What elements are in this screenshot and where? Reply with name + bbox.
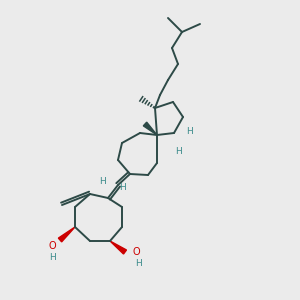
Text: O: O: [132, 247, 140, 257]
Text: O: O: [48, 241, 56, 251]
Text: H: H: [100, 176, 106, 185]
Text: H: H: [49, 253, 56, 262]
Text: H: H: [135, 259, 141, 268]
Polygon shape: [143, 122, 157, 135]
Polygon shape: [110, 241, 127, 254]
Text: H: H: [175, 148, 182, 157]
Polygon shape: [58, 227, 75, 242]
Text: H: H: [120, 182, 126, 191]
Text: H: H: [186, 127, 193, 136]
